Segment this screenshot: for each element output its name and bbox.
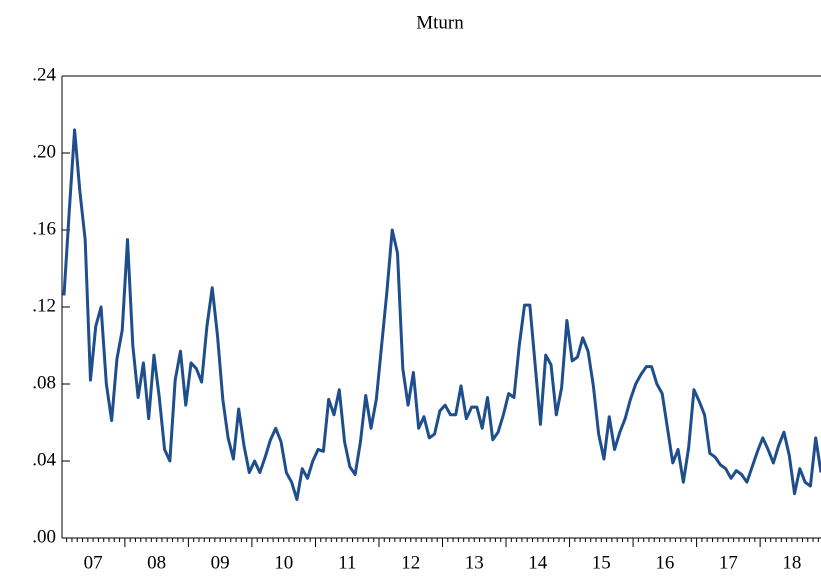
x-tick-label: 08 (147, 552, 166, 573)
y-tick-label: .00 (32, 526, 56, 547)
x-tick-label: 10 (274, 552, 293, 573)
y-tick-label: .20 (32, 141, 56, 162)
x-tick-label: 15 (592, 552, 611, 573)
x-tick-label: 13 (465, 552, 484, 573)
y-tick-label: .16 (32, 218, 56, 239)
x-tick-label: 09 (211, 552, 230, 573)
y-tick-label: .12 (32, 295, 56, 316)
x-tick-label: 18 (782, 552, 801, 573)
y-tick-label: .08 (32, 372, 56, 393)
x-tick-label: 17 (719, 552, 738, 573)
x-tick-label: 07 (84, 552, 103, 573)
x-tick-label: 16 (655, 552, 674, 573)
data-line (62, 128, 821, 501)
y-tick-label: .04 (32, 449, 56, 470)
y-tick-label: .24 (32, 64, 56, 85)
x-tick-label: 12 (401, 552, 420, 573)
x-tick-label: 14 (528, 552, 548, 573)
chart-title: Mturn (416, 12, 464, 33)
x-tick-label: 11 (338, 552, 356, 573)
